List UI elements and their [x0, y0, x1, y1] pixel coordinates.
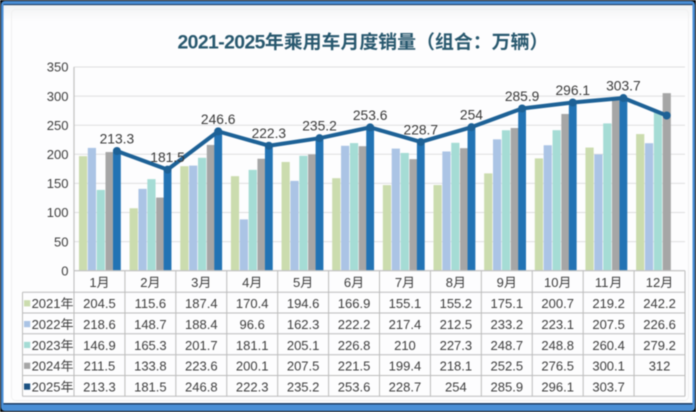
- svg-text:260.4: 260.4: [592, 338, 625, 353]
- svg-text:226.6: 226.6: [643, 317, 676, 332]
- svg-text:148.7: 148.7: [134, 317, 167, 332]
- svg-text:211.5: 211.5: [84, 359, 116, 374]
- svg-text:253.6: 253.6: [353, 108, 388, 123]
- svg-text:217.4: 217.4: [389, 317, 422, 332]
- svg-text:200.1: 200.1: [236, 359, 269, 374]
- svg-text:155.2: 155.2: [440, 296, 473, 311]
- svg-text:248.7: 248.7: [491, 338, 524, 353]
- svg-text:7: 7: [395, 275, 402, 290]
- svg-text:235.2: 235.2: [287, 379, 320, 394]
- svg-text:165.3: 165.3: [134, 338, 167, 353]
- svg-text:222.3: 222.3: [236, 379, 269, 394]
- svg-text:204.5: 204.5: [83, 296, 116, 311]
- svg-text:50: 50: [54, 234, 68, 249]
- svg-text:146.9: 146.9: [83, 338, 116, 353]
- svg-text:227.3: 227.3: [440, 338, 473, 353]
- svg-text:285.9: 285.9: [505, 89, 540, 104]
- svg-text:2021: 2021: [32, 296, 61, 311]
- svg-text:218.1: 218.1: [440, 359, 473, 374]
- svg-text:303.7: 303.7: [606, 79, 641, 94]
- svg-text:100: 100: [47, 205, 69, 220]
- svg-text:188.4: 188.4: [185, 317, 218, 332]
- svg-text:6: 6: [344, 275, 351, 290]
- svg-text:155.1: 155.1: [389, 296, 422, 311]
- svg-text:11: 11: [595, 275, 609, 290]
- svg-text:200.7: 200.7: [541, 296, 574, 311]
- svg-text:212.5: 212.5: [440, 317, 473, 332]
- svg-text:223.1: 223.1: [541, 317, 574, 332]
- svg-text:166.9: 166.9: [338, 296, 371, 311]
- svg-text:221.5: 221.5: [338, 359, 371, 374]
- svg-text:2025: 2025: [32, 379, 61, 394]
- svg-text:207.5: 207.5: [592, 317, 625, 332]
- svg-text:233.2: 233.2: [491, 317, 524, 332]
- svg-text:96.6: 96.6: [240, 317, 265, 332]
- svg-text:276.5: 276.5: [541, 359, 574, 374]
- svg-text:181.5: 181.5: [134, 379, 167, 394]
- svg-text:2: 2: [140, 275, 147, 290]
- svg-text:205.1: 205.1: [287, 338, 320, 353]
- svg-text:0: 0: [61, 263, 68, 278]
- svg-text:303.7: 303.7: [592, 379, 625, 394]
- svg-text:181.1: 181.1: [236, 338, 269, 353]
- svg-text:223.6: 223.6: [185, 359, 218, 374]
- svg-text:296.1: 296.1: [541, 379, 574, 394]
- svg-text:226.8: 226.8: [338, 338, 371, 353]
- svg-text:253.6: 253.6: [338, 379, 371, 394]
- svg-text:175.1: 175.1: [491, 296, 524, 311]
- svg-text:200: 200: [47, 147, 69, 162]
- svg-text:213.3: 213.3: [100, 132, 135, 147]
- svg-text:210: 210: [394, 338, 416, 353]
- svg-text:194.6: 194.6: [287, 296, 320, 311]
- svg-text:312: 312: [649, 359, 671, 374]
- svg-text:222.2: 222.2: [338, 317, 371, 332]
- svg-text:10: 10: [544, 275, 558, 290]
- svg-text:252.5: 252.5: [491, 359, 524, 374]
- svg-text:2023: 2023: [32, 338, 61, 353]
- svg-text:246.8: 246.8: [185, 379, 218, 394]
- svg-text:150: 150: [47, 176, 69, 191]
- svg-text:228.7: 228.7: [389, 379, 422, 394]
- svg-text:2022: 2022: [32, 317, 61, 332]
- svg-text:199.4: 199.4: [389, 359, 422, 374]
- svg-text:285.9: 285.9: [491, 379, 524, 394]
- svg-text:279.2: 279.2: [643, 338, 676, 353]
- svg-text:254: 254: [445, 379, 467, 394]
- svg-text:246.6: 246.6: [201, 112, 236, 127]
- svg-text:115.6: 115.6: [135, 296, 167, 311]
- svg-text:3: 3: [191, 275, 198, 290]
- svg-text:300: 300: [47, 89, 69, 104]
- svg-text:1: 1: [89, 275, 96, 290]
- svg-text:219.2: 219.2: [592, 296, 625, 311]
- svg-text:170.4: 170.4: [236, 296, 269, 311]
- svg-text:133.8: 133.8: [134, 359, 167, 374]
- svg-text:213.3: 213.3: [83, 379, 116, 394]
- svg-text:248.8: 248.8: [541, 338, 574, 353]
- svg-text:181.5: 181.5: [150, 150, 185, 165]
- svg-text:162.3: 162.3: [287, 317, 320, 332]
- svg-text:250: 250: [47, 118, 69, 133]
- svg-text:8: 8: [446, 275, 453, 290]
- svg-text:350: 350: [47, 60, 69, 75]
- svg-text:201.7: 201.7: [185, 338, 218, 353]
- svg-text:296.1: 296.1: [555, 83, 590, 98]
- svg-text:5: 5: [293, 275, 300, 290]
- svg-text:228.7: 228.7: [404, 122, 439, 137]
- svg-text:235.2: 235.2: [302, 119, 337, 134]
- svg-text:218.6: 218.6: [83, 317, 116, 332]
- svg-text:2024: 2024: [32, 359, 61, 374]
- svg-text:187.4: 187.4: [185, 296, 218, 311]
- svg-text:12: 12: [646, 275, 660, 290]
- svg-text:2021-2025: 2021-2025: [178, 32, 266, 54]
- svg-text:9: 9: [497, 275, 504, 290]
- svg-text:300.1: 300.1: [592, 359, 625, 374]
- svg-text:222.3: 222.3: [252, 126, 287, 141]
- svg-text:254: 254: [460, 108, 483, 123]
- svg-text:4: 4: [242, 275, 249, 290]
- svg-text:207.5: 207.5: [287, 359, 320, 374]
- svg-text:242.2: 242.2: [643, 296, 676, 311]
